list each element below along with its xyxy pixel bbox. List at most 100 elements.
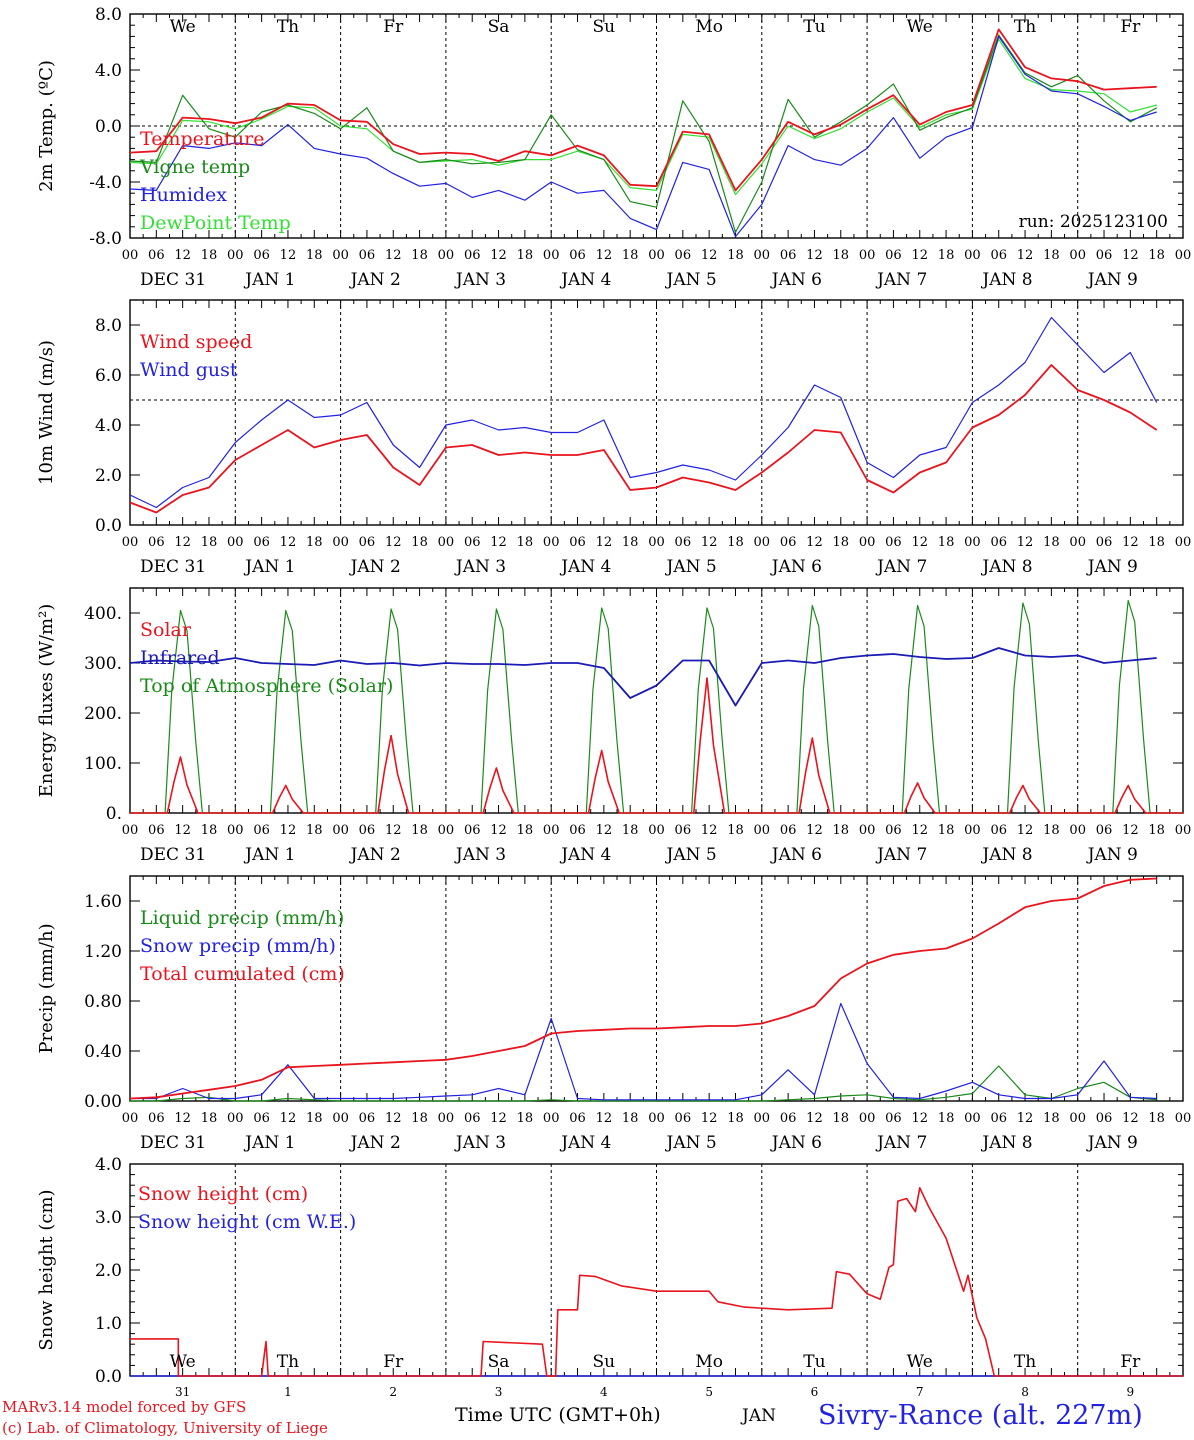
hour-label: 06: [885, 823, 902, 838]
weekday-label: We: [170, 17, 196, 37]
hour-label: 06: [464, 823, 481, 838]
hour-label: 18: [1148, 248, 1165, 263]
hour-label: 00: [648, 1111, 665, 1126]
day-number: 9: [1127, 1385, 1135, 1399]
day-number: 1: [284, 1385, 292, 1399]
hour-label: 00: [227, 248, 244, 263]
series-wind-speed: [129, 364, 1158, 514]
hour-label: 12: [911, 248, 928, 263]
hour-label: 12: [1122, 535, 1139, 550]
day-number: 6: [811, 1385, 819, 1399]
hour-label: 18: [201, 1111, 218, 1126]
hour-label: 18: [306, 248, 323, 263]
weekday-label: Mo: [695, 17, 723, 37]
hour-label: 12: [174, 823, 191, 838]
y-tick-label: 2.0: [95, 466, 122, 486]
date-label: JAN 7: [875, 557, 927, 577]
date-label: JAN 6: [770, 845, 822, 865]
hour-label: 18: [1043, 535, 1060, 550]
series-vigne-temp: [129, 34, 1157, 233]
date-label: JAN 1: [243, 1133, 295, 1153]
weekday-label: Fr: [383, 1352, 404, 1372]
station-name: Sivry-Rance (alt. 227m): [818, 1400, 1143, 1431]
hour-label: 12: [280, 1111, 297, 1126]
weekday-label: Fr: [383, 17, 404, 37]
hour-label: 18: [727, 1111, 744, 1126]
hour-label: 00: [543, 1111, 560, 1126]
y-tick-label: 0.: [106, 804, 122, 824]
hour-label: 06: [780, 823, 797, 838]
y-tick-label: 0.0: [95, 1367, 122, 1387]
hour-label: 18: [411, 535, 428, 550]
hour-label: 00: [332, 1111, 349, 1126]
hour-label: 00: [859, 1111, 876, 1126]
hour-label: 12: [1122, 823, 1139, 838]
hour-label: 00: [964, 248, 981, 263]
hour-label: 00: [122, 823, 139, 838]
weekday-label: Th: [1014, 17, 1036, 37]
panel-temperature: [129, 13, 1184, 239]
hour-label: 00: [227, 1111, 244, 1126]
legend-snow-precip-mm-h-: Snow precip (mm/h): [140, 935, 336, 957]
date-label: JAN 7: [875, 270, 927, 290]
hour-label: 00: [332, 823, 349, 838]
hour-label: 18: [833, 535, 850, 550]
hour-label: 18: [1148, 1111, 1165, 1126]
date-label: JAN 7: [875, 1133, 927, 1153]
hour-label: 12: [385, 823, 402, 838]
hour-label: 06: [253, 1111, 270, 1126]
weekday-label: Th: [277, 17, 299, 37]
y-tick-label: 2.0: [95, 1261, 122, 1281]
hour-label: 12: [280, 823, 297, 838]
series-total-cumulated-cm-: [129, 877, 1157, 1100]
hour-label: 00: [859, 248, 876, 263]
y-tick-label: 300.: [84, 654, 122, 674]
day-number: 2: [389, 1385, 397, 1399]
date-label: JAN 6: [770, 270, 822, 290]
weekday-label: Sa: [488, 17, 510, 37]
legend-humidex: Humidex: [140, 184, 227, 206]
y-tick-label: 4.0: [95, 416, 122, 436]
hour-label: 18: [411, 1111, 428, 1126]
hour-label: 00: [122, 535, 139, 550]
footer-model: MARv3.14 model forced by GFS: [2, 1398, 247, 1416]
hour-label: 12: [1017, 1111, 1034, 1126]
hour-label: 18: [1043, 248, 1060, 263]
day-number: 8: [1021, 1385, 1029, 1399]
date-label: JAN 4: [559, 845, 611, 865]
hour-label: 06: [1096, 823, 1113, 838]
plot-frame: [129, 587, 1184, 814]
y-axis-label: Precip (mm/h): [36, 923, 57, 1053]
date-label: JAN 3: [454, 557, 506, 577]
hour-label: 18: [306, 1111, 323, 1126]
hour-label: 12: [806, 248, 823, 263]
hour-label: 06: [359, 1111, 376, 1126]
date-label: JAN 3: [454, 1133, 506, 1153]
y-tick-label: 1.20: [84, 942, 122, 962]
hour-label: 18: [938, 823, 955, 838]
date-label: JAN 8: [980, 845, 1032, 865]
hour-label: 18: [622, 248, 639, 263]
weekday-label: We: [907, 17, 933, 37]
legend-dewpoint-temp: DewPoint Temp: [140, 212, 291, 234]
hour-label: 00: [122, 1111, 139, 1126]
date-label: JAN 9: [1086, 557, 1138, 577]
date-label: JAN 6: [770, 557, 822, 577]
hour-label: 06: [675, 535, 692, 550]
date-label: JAN 4: [559, 557, 611, 577]
weekday-label: Fr: [1120, 17, 1141, 37]
hour-label: 12: [596, 535, 613, 550]
y-tick-label: 0.00: [84, 1092, 122, 1112]
hour-label: 00: [438, 823, 455, 838]
legend-temperature: Temperature: [140, 128, 264, 150]
series-snow-height-cm-: [130, 1187, 1183, 1377]
weekday-label: Tu: [803, 17, 825, 37]
hour-label: 06: [569, 248, 586, 263]
hour-label: 12: [701, 823, 718, 838]
weekday-label: We: [170, 1352, 196, 1372]
y-tick-label: 200.: [84, 704, 122, 724]
xaxis-title: Time UTC (GMT+0h): [455, 1404, 661, 1426]
hour-label: 00: [964, 535, 981, 550]
hour-label: 06: [675, 823, 692, 838]
hour-label: 00: [227, 823, 244, 838]
